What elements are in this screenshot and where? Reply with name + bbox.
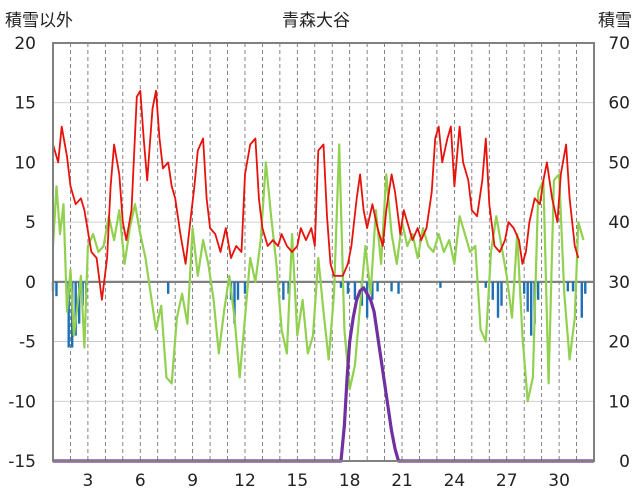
precip-bar <box>571 281 575 292</box>
precip-bar <box>397 281 400 294</box>
x-tick-label: 24 <box>444 471 466 491</box>
right-tick-label: 60 <box>608 94 630 114</box>
right-axis-label: 積雪 <box>598 11 632 31</box>
precipitation-bars <box>51 281 587 348</box>
x-tick-label: 30 <box>548 471 570 491</box>
x-tick-label: 21 <box>391 471 413 491</box>
right-tick-label: 0 <box>619 452 630 472</box>
left-axis-ticks: 20 15 10 5 0 -5 -10 -15 <box>8 34 36 472</box>
left-tick-label: -5 <box>19 333 36 353</box>
precip-bar <box>67 281 70 348</box>
left-tick-label: -10 <box>8 392 36 412</box>
right-tick-label: 40 <box>608 213 630 233</box>
x-tick-label: 12 <box>234 471 256 491</box>
precip-bar <box>580 281 583 318</box>
precip-bar <box>584 281 587 294</box>
plot-background <box>53 43 594 461</box>
precip-bar <box>243 281 247 294</box>
precip-bar <box>491 281 494 300</box>
x-tick-label: 18 <box>339 471 361 491</box>
plot-frame <box>52 42 595 462</box>
x-tick-label: 3 <box>82 471 93 491</box>
precip-bar <box>55 281 58 297</box>
right-tick-label: 30 <box>608 273 630 293</box>
precip-bar <box>233 281 236 324</box>
left-tick-label: -15 <box>8 452 36 472</box>
chart-title: 青森大谷 <box>282 11 350 31</box>
precip-bar <box>282 281 285 300</box>
gridlines <box>53 43 594 461</box>
precip-bar <box>566 281 570 292</box>
left-tick-label: 5 <box>25 213 36 233</box>
x-tick-label: 9 <box>187 471 198 491</box>
precip-bar <box>529 281 533 336</box>
precip-bar <box>496 281 500 318</box>
data-series <box>51 89 594 463</box>
precip-bar <box>526 281 529 312</box>
series-snow_purple <box>53 286 594 463</box>
x-axis-ticks: 3 6 9 12 15 18 21 24 27 30 <box>82 471 569 491</box>
right-tick-label: 50 <box>608 153 630 173</box>
left-tick-label: 15 <box>14 94 36 114</box>
precip-bar <box>74 281 77 336</box>
precip-bar <box>536 281 540 300</box>
precip-bar <box>371 281 374 300</box>
left-tick-label: 0 <box>25 273 36 293</box>
x-tick-label: 27 <box>496 471 518 491</box>
x-tick-label: 15 <box>287 471 309 491</box>
precip-bar <box>522 281 526 294</box>
precip-bar <box>346 281 350 294</box>
precip-bar <box>166 281 170 294</box>
right-axis-ticks: 70 60 50 40 30 20 10 0 <box>608 34 630 472</box>
series-temperature_red <box>52 89 580 301</box>
precip-bar <box>365 281 369 318</box>
left-axis-label: 積雪以外 <box>5 11 73 31</box>
right-tick-label: 20 <box>608 333 630 353</box>
precip-bar <box>77 281 81 324</box>
precip-bar <box>287 281 290 294</box>
precip-bar <box>353 281 357 300</box>
precip-bar <box>236 281 240 300</box>
left-tick-label: 10 <box>14 153 36 173</box>
right-tick-label: 10 <box>608 392 630 412</box>
left-tick-label: 20 <box>14 34 36 54</box>
x-tick-label: 6 <box>135 471 146 491</box>
precip-bar <box>439 281 442 288</box>
precip-bar <box>339 281 343 288</box>
precip-bar <box>390 281 393 292</box>
right-tick-label: 70 <box>608 34 630 54</box>
precip-bar <box>376 281 379 292</box>
precip-bar <box>484 281 487 288</box>
precip-bar <box>500 281 503 306</box>
